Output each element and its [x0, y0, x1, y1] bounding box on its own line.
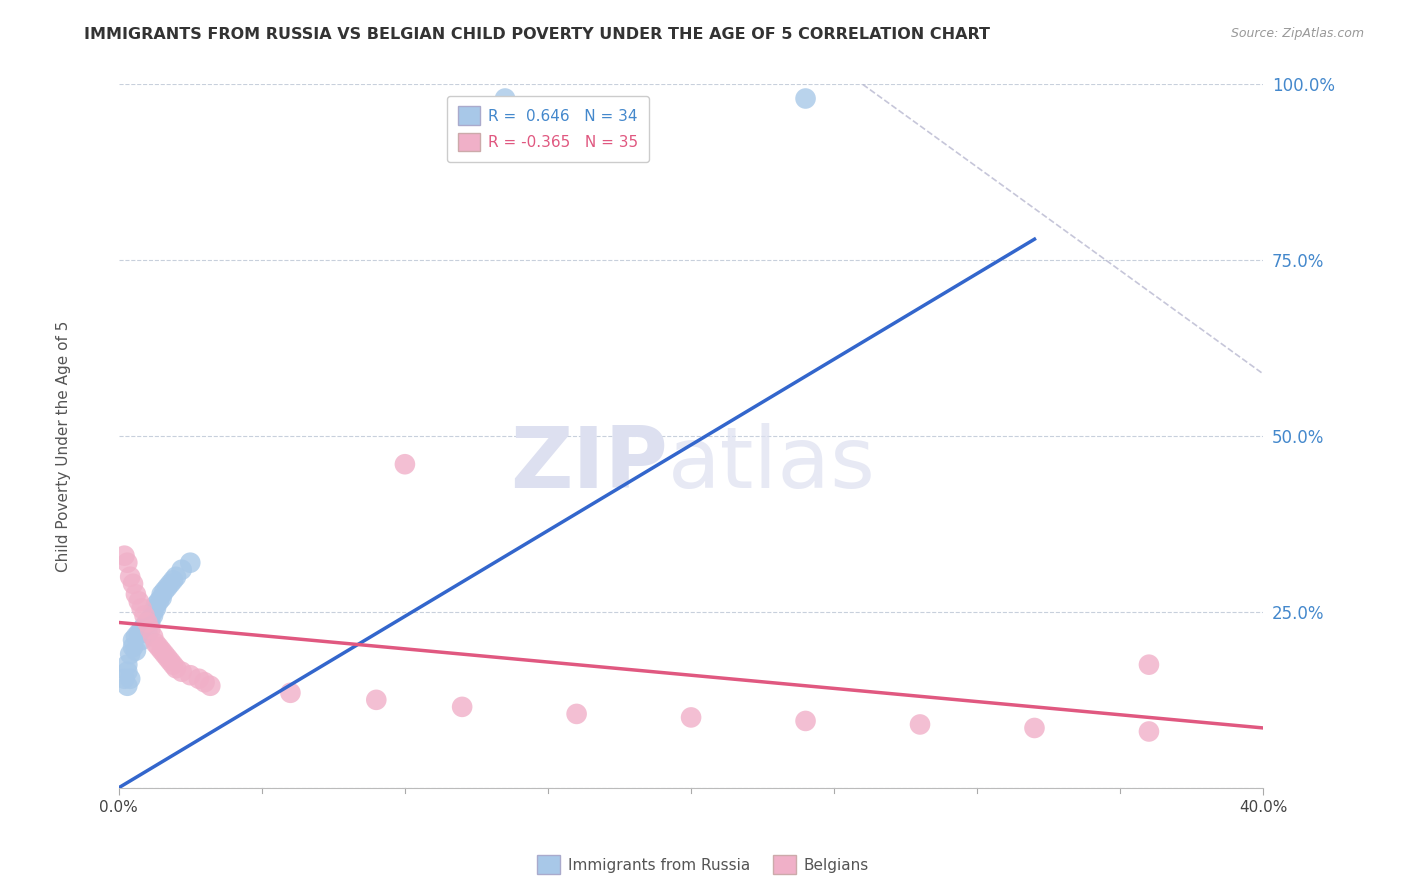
Point	[150, 587, 173, 601]
Point	[117, 657, 139, 672]
Point	[153, 583, 176, 598]
Point	[134, 619, 156, 633]
Point	[148, 640, 170, 654]
Point	[128, 594, 150, 608]
Point	[145, 601, 167, 615]
Point	[1137, 724, 1160, 739]
Point	[565, 706, 588, 721]
Point	[125, 643, 148, 657]
Point	[117, 556, 139, 570]
Point	[122, 633, 145, 648]
Text: Child Poverty Under the Age of 5: Child Poverty Under the Age of 5	[56, 320, 70, 572]
Point	[170, 563, 193, 577]
Point	[114, 672, 136, 686]
Point	[136, 626, 159, 640]
Point	[136, 615, 159, 630]
Point	[153, 647, 176, 661]
Point	[131, 623, 153, 637]
Point	[120, 570, 142, 584]
Point	[165, 570, 187, 584]
Point	[162, 574, 184, 588]
Point	[139, 623, 162, 637]
Point	[156, 580, 179, 594]
Point	[1137, 657, 1160, 672]
Point	[150, 591, 173, 605]
Point	[134, 608, 156, 623]
Point	[159, 654, 181, 668]
Point	[139, 612, 162, 626]
Point	[142, 608, 165, 623]
Point	[148, 594, 170, 608]
Point	[280, 686, 302, 700]
Point	[122, 576, 145, 591]
Point	[125, 587, 148, 601]
Text: IMMIGRANTS FROM RUSSIA VS BELGIAN CHILD POVERTY UNDER THE AGE OF 5 CORRELATION C: IMMIGRANTS FROM RUSSIA VS BELGIAN CHILD …	[84, 27, 990, 42]
Point	[136, 615, 159, 630]
Point	[145, 598, 167, 612]
Point	[366, 693, 388, 707]
Point	[159, 576, 181, 591]
Point	[150, 643, 173, 657]
Point	[117, 665, 139, 679]
Point	[128, 626, 150, 640]
Text: atlas: atlas	[668, 423, 876, 506]
Point	[165, 661, 187, 675]
Point	[131, 601, 153, 615]
Point	[120, 672, 142, 686]
Point	[394, 457, 416, 471]
Point	[114, 549, 136, 563]
Point	[170, 665, 193, 679]
Point	[200, 679, 222, 693]
Point	[142, 630, 165, 644]
Point	[142, 605, 165, 619]
Point	[187, 672, 209, 686]
Text: Source: ZipAtlas.com: Source: ZipAtlas.com	[1230, 27, 1364, 40]
Point	[162, 657, 184, 672]
Point	[179, 668, 201, 682]
Point	[125, 630, 148, 644]
Point	[179, 556, 201, 570]
Point	[156, 650, 179, 665]
Point	[117, 679, 139, 693]
Legend: R =  0.646   N = 34, R = -0.365   N = 35: R = 0.646 N = 34, R = -0.365 N = 35	[447, 95, 650, 162]
Point	[139, 615, 162, 630]
Point	[794, 91, 817, 105]
Point	[145, 636, 167, 650]
Point	[194, 675, 217, 690]
Point	[451, 699, 474, 714]
Point	[1024, 721, 1046, 735]
Point	[794, 714, 817, 728]
Point	[120, 647, 142, 661]
Point	[908, 717, 931, 731]
Point	[122, 640, 145, 654]
Point	[681, 710, 703, 724]
Point	[494, 91, 516, 105]
Legend: Immigrants from Russia, Belgians: Immigrants from Russia, Belgians	[531, 849, 875, 880]
Point	[131, 633, 153, 648]
Text: ZIP: ZIP	[510, 423, 668, 506]
